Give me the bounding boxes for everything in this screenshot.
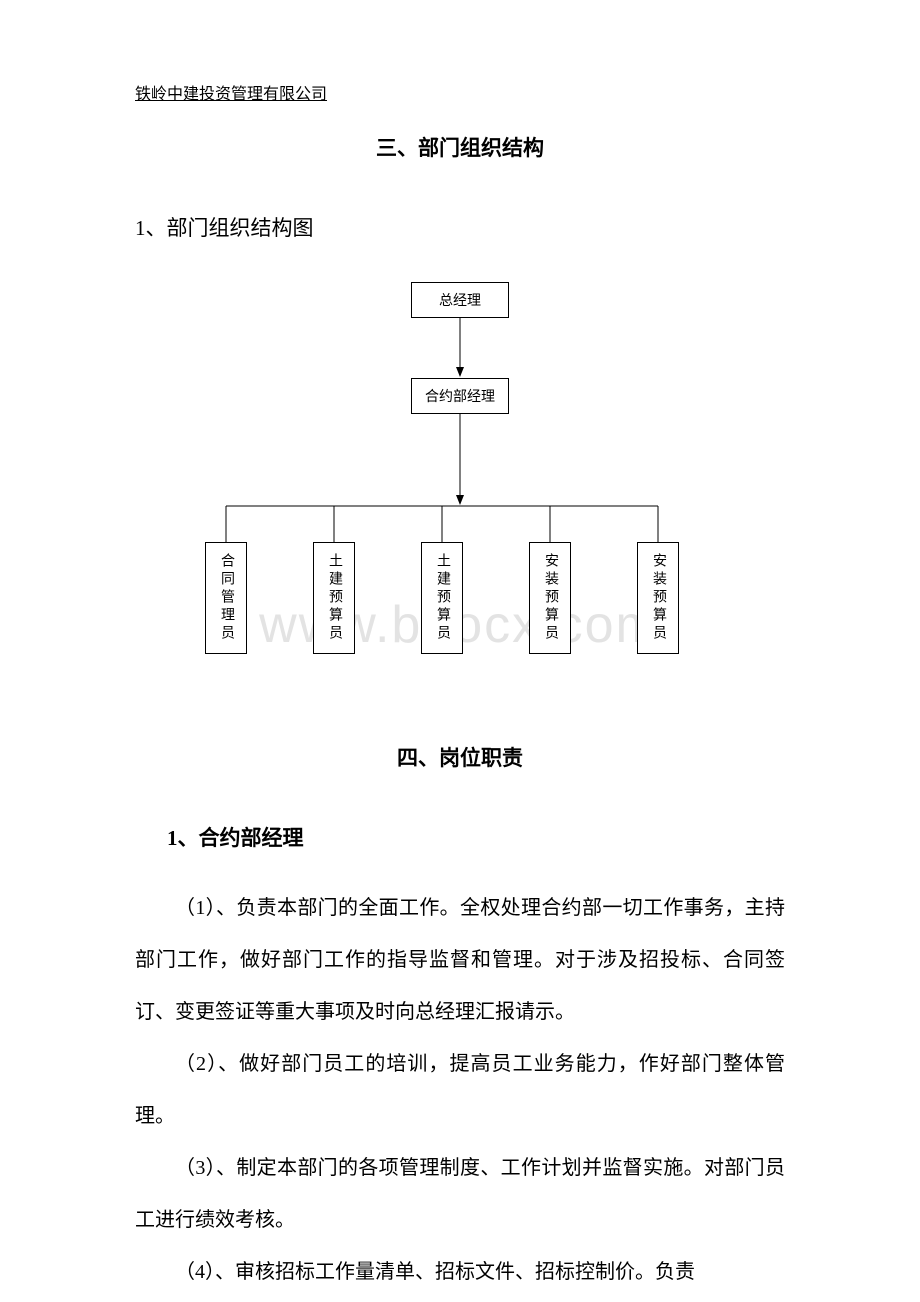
org-node-leaf-1: 合同管理员: [205, 542, 247, 654]
paragraph-3: （3）、制定本部门的各项管理制度、工作计划并监督实施。对部门员工进行绩效考核。: [135, 1142, 785, 1246]
org-node-leaf-2: 土建预算员: [313, 542, 355, 654]
section4-heading1: 1、合约部经理: [135, 822, 785, 852]
org-node-leaf-3: 土建预算员: [421, 542, 463, 654]
org-node-leaf-5: 安装预算员: [637, 542, 679, 654]
section4-title: 四、岗位职责: [135, 742, 785, 772]
org-node-root: 总经理: [411, 282, 509, 318]
paragraph-2: （2）、做好部门员工的培训，提高员工业务能力，作好部门整体管理。: [135, 1038, 785, 1142]
org-chart: 总经理 合约部经理 合同管理员 土建预算员 土建预算员 安装预算员 安装预算员: [135, 282, 785, 702]
paragraph-4: （4）、审核招标工作量清单、招标文件、招标控制价。负责: [135, 1246, 785, 1298]
section3-subtitle: 1、部门组织结构图: [135, 212, 785, 242]
org-node-mid: 合约部经理: [411, 378, 509, 414]
section3-title: 三、部门组织结构: [135, 132, 785, 162]
paragraph-1: （1）、负责本部门的全面工作。全权处理合约部一切工作事务，主持部门工作，做好部门…: [135, 882, 785, 1038]
company-header: 铁岭中建投资管理有限公司: [135, 80, 785, 104]
org-node-leaf-4: 安装预算员: [529, 542, 571, 654]
